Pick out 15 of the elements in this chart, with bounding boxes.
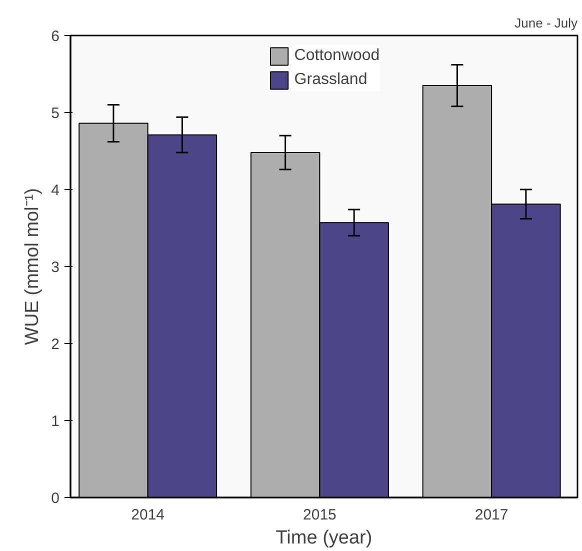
x-axis-title: Time (year) <box>276 528 372 548</box>
y-tick-label: 5 <box>51 105 60 122</box>
y-tick-label: 2 <box>51 336 60 353</box>
y-tick-label: 3 <box>51 259 60 276</box>
x-tick-label: 2017 <box>474 506 508 524</box>
x-tick-label: 2015 <box>303 506 336 524</box>
x-tick-label: 2014 <box>131 506 165 524</box>
y-tick-label: 4 <box>51 182 60 199</box>
y-tick-label: 0 <box>51 490 60 507</box>
legend-label: Grassland <box>294 71 368 89</box>
y-axis-title: WUE (mmol mol⁻¹) <box>22 188 44 345</box>
chart-title: June - July <box>514 16 578 30</box>
legend-label: Cottonwood <box>294 47 380 65</box>
y-tick-label: 1 <box>51 413 60 430</box>
y-tick-label: 6 <box>51 28 60 45</box>
